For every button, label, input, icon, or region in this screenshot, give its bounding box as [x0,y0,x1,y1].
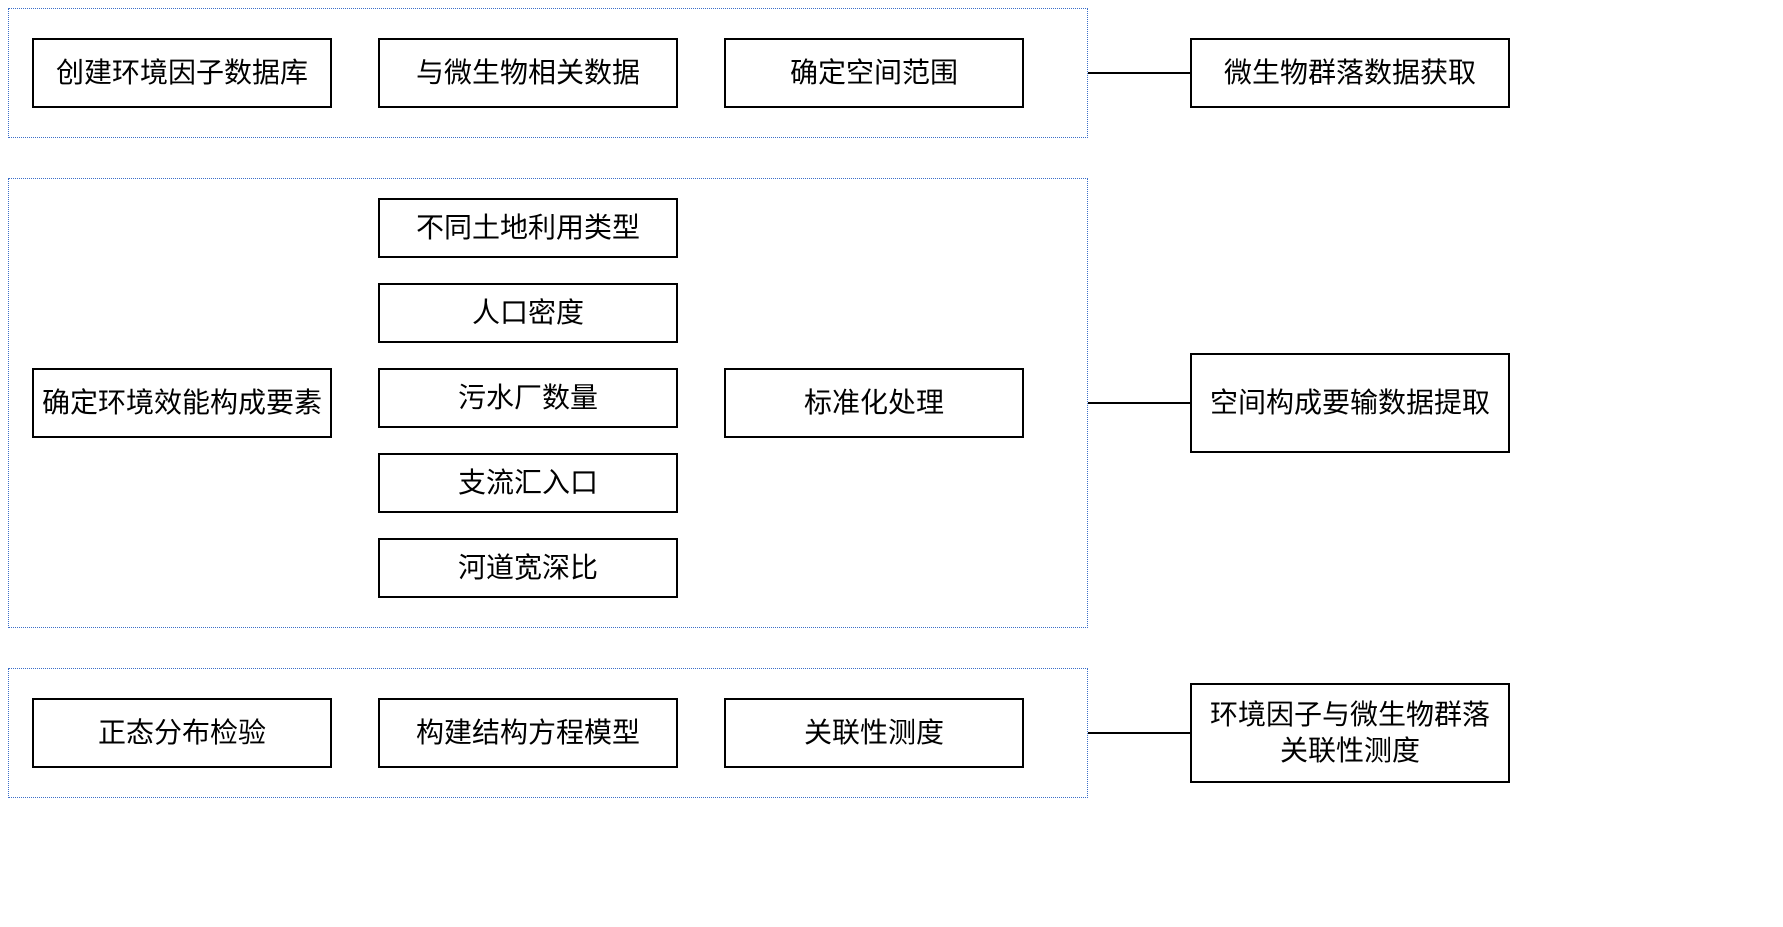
connector-row-2 [1088,402,1190,404]
node-microbe-related-data: 与微生物相关数据 [378,38,678,108]
node-normality-test: 正态分布检验 [32,698,332,768]
node-spatial-element-data-extraction: 空间构成要输数据提取 [1190,353,1510,453]
node-build-sem-model: 构建结构方程模型 [378,698,678,768]
node-tributary-inlets: 支流汇入口 [378,453,678,513]
node-channel-width-depth-ratio: 河道宽深比 [378,538,678,598]
node-microbe-community-data-acq: 微生物群落数据获取 [1190,38,1510,108]
node-define-spatial-scope: 确定空间范围 [724,38,1024,108]
node-create-env-factor-db: 创建环境因子数据库 [32,38,332,108]
node-standardization: 标准化处理 [724,368,1024,438]
node-population-density: 人口密度 [378,283,678,343]
diagram-canvas: 创建环境因子数据库 与微生物相关数据 确定空间范围 微生物群落数据获取 确定环境… [0,0,1783,927]
connector-row-3 [1088,732,1190,734]
connector-row-1 [1088,72,1190,74]
node-define-env-efficacy-elements: 确定环境效能构成要素 [32,368,332,438]
node-land-use-types: 不同土地利用类型 [378,198,678,258]
node-sewage-plant-count: 污水厂数量 [378,368,678,428]
node-env-microbe-correlation-measure: 环境因子与微生物群落关联性测度 [1190,683,1510,783]
node-correlation-measure: 关联性测度 [724,698,1024,768]
